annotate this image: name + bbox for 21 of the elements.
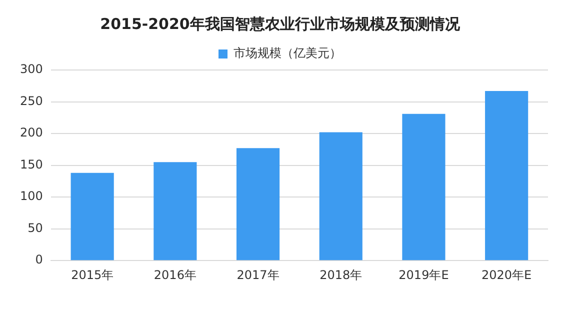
bar [70,172,114,260]
bar [319,132,362,260]
y-tick-label: 100 [20,189,43,204]
bar [236,148,280,260]
bar [485,90,528,260]
x-tick-label: 2017年 [236,268,280,282]
x-tick-label: 2019年E [398,268,449,282]
y-tick-label: 300 [20,62,43,76]
y-tick-label: 250 [20,94,43,108]
y-tick-label: 200 [20,126,43,140]
y-tick-label: 0 [35,252,43,267]
bar [154,162,197,260]
x-tick-label: 2015年 [71,268,114,282]
chart-title: 2015-2020年我国智慧农业行业市场规模及预测情况 [100,14,461,33]
y-tick-label: 50 [28,220,43,235]
legend-label: 市场规模（亿美元） [234,46,342,60]
bar [402,114,446,260]
x-tick-label: 2020年E [482,268,532,282]
x-tick-label: 2018年 [320,268,362,282]
y-tick-label: 150 [20,157,43,172]
x-tick-label: 2016年 [154,268,196,282]
